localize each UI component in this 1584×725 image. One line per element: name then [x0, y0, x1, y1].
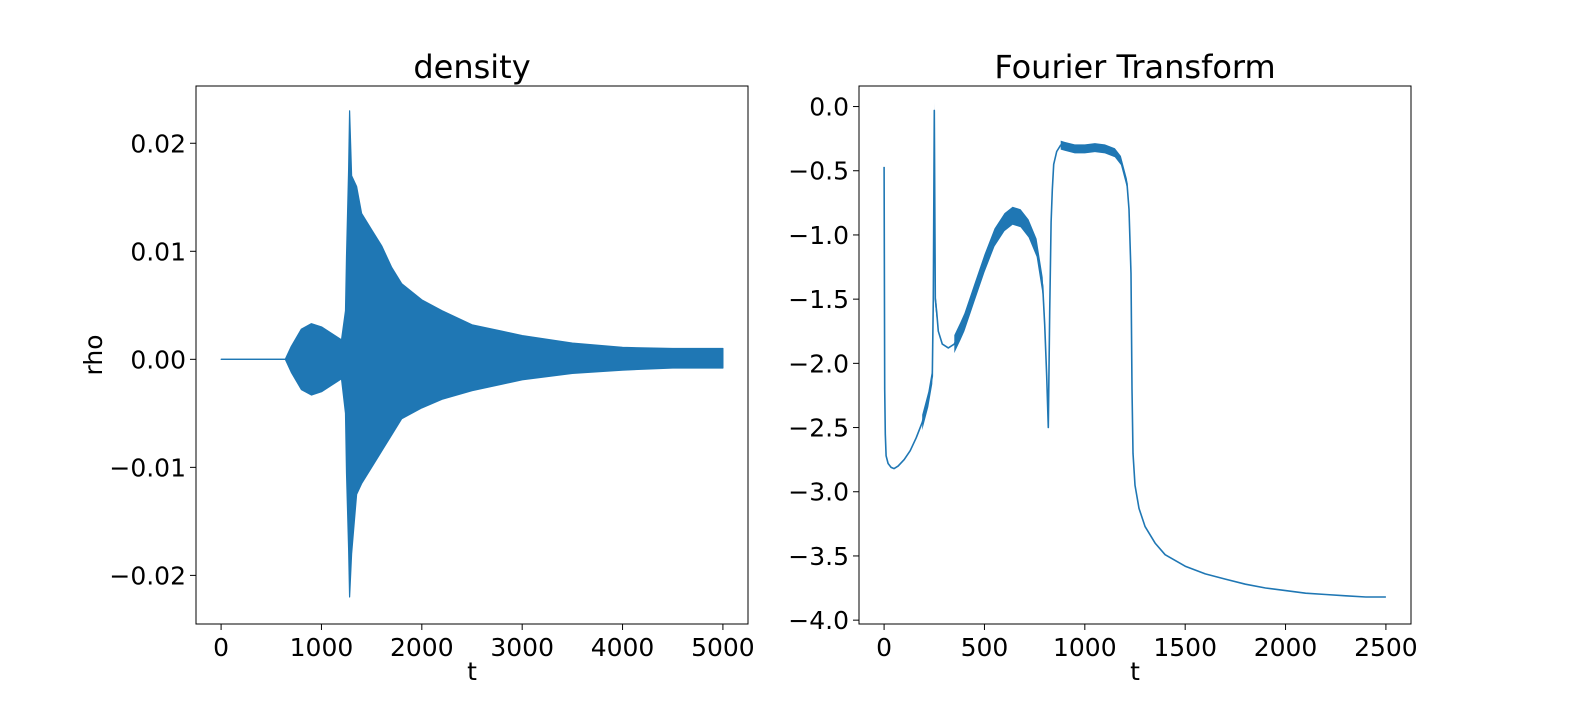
fourier-y-tick-label: −0.5 — [788, 157, 849, 186]
fourier-y-tick-label: −4.0 — [788, 606, 849, 635]
fourier-y-tick-label: −2.5 — [788, 414, 849, 443]
density-y-tick-label: 0.02 — [130, 129, 186, 158]
fourier-y-tick-label: −1.0 — [788, 221, 849, 250]
fourier-plot-area — [883, 102, 1386, 598]
density-y-tick-label: 0.01 — [130, 237, 186, 266]
density-y-ticks: −0.02 −0.01 0.00 0.01 0.02 — [109, 129, 196, 590]
fourier-x-ticks: 0 500 1000 1500 2000 2500 — [876, 624, 1418, 662]
fourier-x-tick-label: 2000 — [1254, 633, 1318, 662]
density-y-tick-label: −0.02 — [109, 561, 186, 590]
fourier-series-line — [883, 109, 1386, 598]
fourier-y-tick-label: −2.0 — [788, 349, 849, 378]
fourier-y-ticks: −4.0 −3.5 −3.0 −2.5 −2.0 −1.5 −1.0 −0.5 0.0 — [788, 93, 859, 635]
fourier-title: Fourier Transform — [994, 48, 1275, 86]
density-x-ticks: 0 1000 2000 3000 4000 5000 — [213, 624, 755, 662]
density-x-tick-label: 1000 — [290, 633, 354, 662]
fourier-oscillation-band — [954, 206, 1045, 354]
fourier-x-axis-label: t — [1130, 657, 1140, 686]
fourier-y-tick-label: −3.0 — [788, 478, 849, 507]
density-plot-area — [220, 110, 724, 598]
fourier-y-tick-label: −3.5 — [788, 542, 849, 571]
density-title: density — [413, 48, 530, 86]
fourier-oscillation-band — [1060, 140, 1132, 394]
density-y-tick-label: −0.01 — [109, 453, 186, 482]
density-y-axis-label: rho — [79, 335, 108, 376]
fourier-axes-frame — [858, 85, 1412, 625]
density-x-tick-label: 5000 — [691, 633, 755, 662]
fourier-x-tick-label: 1000 — [1053, 633, 1117, 662]
fourier-y-tick-label: −1.5 — [788, 285, 849, 314]
fourier-panel: 0 500 1000 1500 2000 2500 −4.0 −3.5 −3.0 −2.5 −2.… — [788, 48, 1417, 686]
fourier-x-tick-label: 1500 — [1153, 633, 1217, 662]
density-x-tick-label: 4000 — [591, 633, 655, 662]
fourier-x-tick-label: 0 — [876, 633, 892, 662]
density-x-tick-label: 0 — [213, 633, 229, 662]
density-panel: 0 1000 2000 3000 4000 5000 −0.02 −0.01 0.00 0.01… — [79, 48, 755, 686]
fourier-x-tick-label: 500 — [961, 633, 1009, 662]
density-x-tick-label: 2000 — [390, 633, 454, 662]
fourier-y-tick-label: 0.0 — [809, 93, 849, 122]
density-y-tick-label: 0.00 — [130, 345, 186, 374]
fourier-x-tick-label: 2500 — [1354, 633, 1418, 662]
density-x-tick-label: 3000 — [490, 633, 554, 662]
density-x-axis-label: t — [467, 657, 477, 686]
density-signal-band — [220, 110, 724, 598]
density-axes-frame — [195, 85, 749, 625]
